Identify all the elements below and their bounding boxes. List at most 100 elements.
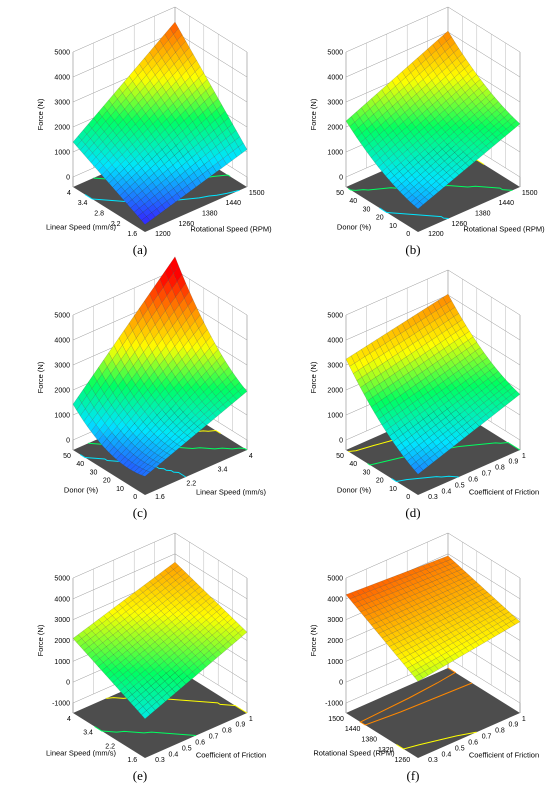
z-tick-label: 3000: [54, 100, 70, 107]
z-tick-label: 4000: [327, 75, 343, 82]
z-tick-label: 5000: [54, 576, 70, 583]
right-axis-title: Coefficient of Friction: [469, 751, 539, 760]
left-tick-label: 40: [349, 461, 357, 468]
z-tick-label: 2000: [327, 388, 343, 395]
panel-c: 5000 4000 3000 2000 1000 0 Force (N) 50 40 30 20 10…: [5, 256, 275, 526]
right-tick-label: 1260: [452, 221, 468, 228]
z-tick-label: 4000: [54, 75, 70, 82]
right-tick-label: 4: [249, 453, 253, 460]
left-tick-label: 1.6: [127, 757, 137, 764]
surface-mesh-d: [345, 293, 521, 475]
left-tick-label: 1380: [361, 737, 377, 744]
right-tick-label: 3.4: [218, 467, 228, 474]
left-tick-label: 2.2: [105, 743, 115, 750]
left-tick-label: 20: [376, 478, 384, 485]
z-axis-title: Force (N): [36, 98, 45, 130]
surface-mesh-c: [72, 256, 248, 477]
z-tick-label: 5000: [327, 576, 343, 583]
right-tick-label: 0.8: [222, 728, 232, 735]
z-tick-label: 0: [66, 175, 70, 182]
z-tick-label: 2000: [54, 388, 70, 395]
z-tick-label: 3000: [54, 617, 70, 624]
right-tick-label: 0.4: [441, 488, 451, 495]
right-axis-a: 1200 1260 1380 1440 1500 Rotational Speed (RP…: [155, 190, 272, 238]
panel-d: 5000 4000 3000 2000 1000 0 Force (N) 50 40 30 20 10…: [278, 263, 548, 526]
z-axis-c: 5000 4000 3000 2000 1000 0 Force (N): [36, 313, 70, 445]
left-tick-label: 3.4: [78, 200, 88, 207]
left-axis-title: Donor (%): [64, 486, 99, 495]
left-axis-a: 4 3.4 2.8 2.2 1.6 Linear Speed (mm/s): [46, 190, 137, 238]
left-axis-title: Donor (%): [337, 486, 372, 495]
right-axis-title: Coefficient of Friction: [196, 751, 266, 760]
right-axis-c: 1.6 2.2 3.4 4 Linear Speed (mm/s): [155, 453, 266, 501]
z-axis-b: 5000 4000 3000 2000 1000 0 Force (N): [309, 50, 343, 182]
right-tick-label: 1500: [522, 190, 538, 197]
z-tick-label: 0: [339, 175, 343, 182]
z-axis-e: 5000 4000 3000 2000 1000 0 -1000 Force (N): [36, 576, 70, 708]
left-tick-label: 2.8: [94, 211, 104, 218]
right-tick-label: 0.5: [455, 482, 465, 489]
right-tick-label: 1: [522, 453, 526, 460]
left-tick-label: 30: [90, 469, 98, 476]
right-axis-title: Coefficient of Friction: [469, 488, 539, 497]
panel-label-e: (e): [132, 768, 148, 783]
panel-label-d: (d): [405, 505, 421, 520]
left-tick-label: 0: [406, 231, 410, 238]
left-tick-label: 2.2: [111, 221, 121, 228]
z-axis-title: Force (N): [36, 624, 45, 656]
right-tick-label: 0.5: [182, 745, 192, 752]
z-tick-label: 0: [66, 680, 70, 687]
z-tick-label: 4000: [327, 338, 343, 345]
right-tick-label: 1440: [498, 200, 514, 207]
left-tick-label: 30: [363, 469, 371, 476]
z-tick-label: 0: [66, 438, 70, 445]
left-tick-label: 0: [406, 494, 410, 501]
right-axis-f: 0.30.4 0.50.6 0.70.8 0.91 Coefficient of Fri…: [428, 716, 539, 764]
left-tick-label: 1.6: [127, 231, 137, 238]
right-axis-e: 0.30.4 0.50.6 0.70.8 0.91 Coefficient of Fri…: [155, 716, 266, 764]
left-tick-label: 0: [133, 494, 137, 501]
left-tick-label: 4: [67, 716, 71, 723]
right-tick-label: 1: [522, 716, 526, 723]
right-tick-label: 1500: [249, 190, 265, 197]
left-axis-title: Rotational Speed (RPM): [313, 749, 395, 758]
right-axis-title: Rotational Speed (RPM): [190, 225, 272, 234]
right-tick-label: 0.8: [495, 465, 505, 472]
z-tick-label: 3000: [327, 100, 343, 107]
left-tick-label: 10: [389, 486, 397, 493]
left-tick-label: 10: [116, 486, 124, 493]
left-tick-label: 40: [76, 461, 84, 468]
z-tick-label: 4000: [54, 596, 70, 603]
surface-plot-b: 5000 4000 3000 2000 1000 0 Force (N) 50 40 30 20 10…: [309, 6, 545, 238]
z-tick-label: 4000: [54, 338, 70, 345]
right-tick-label: 0.4: [168, 751, 178, 758]
right-axis-title: Linear Speed (mm/s): [196, 488, 267, 497]
panel-e: 5000 4000 3000 2000 1000 0 -1000 Force (N) 4 3.4 2…: [5, 526, 275, 789]
panel-label-b: (b): [405, 242, 421, 257]
z-tick-label: 2000: [54, 125, 70, 132]
left-tick-label: 20: [376, 215, 384, 222]
z-axis-title: Force (N): [309, 98, 318, 130]
surface-mesh-e: [72, 562, 248, 720]
z-axis-d: 5000 4000 3000 2000 1000 0 Force (N): [309, 313, 343, 445]
panel-a: 5000 4000 3000 2000 1000 0 Force (N) 4 3.4 2.8 2.2…: [5, 0, 275, 263]
z-tick-label: 1000: [327, 659, 343, 666]
z-tick-label: -1000: [52, 701, 70, 708]
left-axis-title: Linear Speed (mm/s): [46, 749, 117, 758]
z-tick-label: 5000: [54, 313, 70, 320]
right-tick-label: 0.9: [509, 722, 519, 729]
left-tick-label: 3.4: [83, 730, 93, 737]
right-axis-d: 0.30.4 0.50.6 0.70.8 0.91 Coefficient of Fri…: [428, 453, 539, 501]
z-tick-label: 3000: [327, 617, 343, 624]
right-tick-label: 0.8: [495, 728, 505, 735]
right-tick-label: 1260: [179, 221, 195, 228]
surface-mesh-b: [345, 30, 521, 210]
right-tick-label: 1200: [155, 231, 171, 238]
right-tick-label: 1.6: [155, 494, 165, 501]
right-tick-label: 1440: [225, 200, 241, 207]
z-axis-a: 5000 4000 3000 2000 1000 0 Force (N): [36, 50, 70, 182]
left-tick-label: 1500: [328, 716, 344, 723]
left-axis-c: 50 40 30 20 10 0 Donor (%): [63, 453, 137, 501]
left-tick-label: 1260: [395, 757, 411, 764]
